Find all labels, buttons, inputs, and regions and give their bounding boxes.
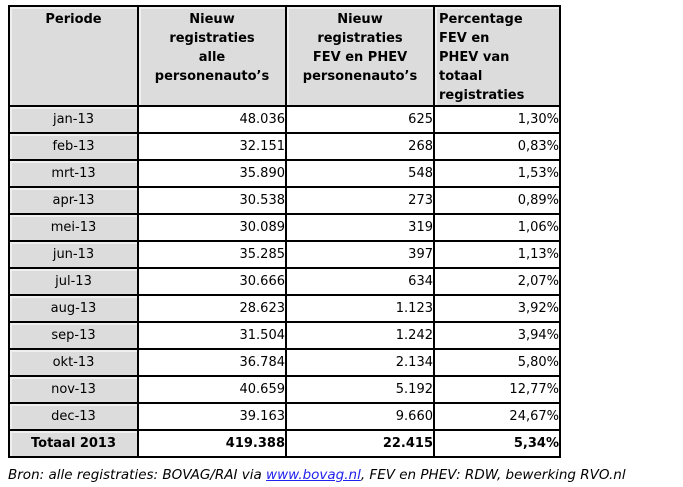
cell-value: 273 [285,186,435,215]
table-row: dec-13 39.163 9.660 24,67% [8,402,561,431]
cell-value: 2,07% [433,267,561,296]
cell-periode: dec-13 [8,402,139,431]
registrations-table: Periode Nieuw registraties alle personen… [8,5,561,458]
cell-value: 30.089 [137,213,287,242]
cell-value: 625 [285,105,435,134]
cell-periode: jan-13 [8,105,139,134]
cell-value: 35.890 [137,159,287,188]
cell-value: 30.666 [137,267,287,296]
cell-value: 40.659 [137,375,287,404]
header-periode: Periode [8,5,139,107]
table-row: mei-13 30.089 319 1,06% [8,213,561,242]
cell-value: 5.192 [285,375,435,404]
cell-value: 2.134 [285,348,435,377]
header-new-registrations-fev-phev: Nieuw registraties FEV en PHEV personena… [285,5,435,107]
table-row: mrt-13 35.890 548 1,53% [8,159,561,188]
cell-periode: aug-13 [8,294,139,323]
cell-value: 1,53% [433,159,561,188]
table-row: jun-13 35.285 397 1,13% [8,240,561,269]
cell-value: 36.784 [137,348,287,377]
cell-value: 3,94% [433,321,561,350]
cell-value: 548 [285,159,435,188]
cell-value: 5,80% [433,348,561,377]
cell-value: 397 [285,240,435,269]
header-row: Periode Nieuw registraties alle personen… [8,5,561,107]
cell-value: 634 [285,267,435,296]
table-row: okt-13 36.784 2.134 5,80% [8,348,561,377]
cell-value: 1.123 [285,294,435,323]
table-row: jul-13 30.666 634 2,07% [8,267,561,296]
cell-periode: jun-13 [8,240,139,269]
table-row: apr-13 30.538 273 0,89% [8,186,561,215]
cell-periode: jul-13 [8,267,139,296]
table-row: nov-13 40.659 5.192 12,77% [8,375,561,404]
table-row: feb-13 32.151 268 0,83% [8,132,561,161]
cell-value: 31.504 [137,321,287,350]
table-body: jan-13 48.036 625 1,30% feb-13 32.151 268 0,83%… [8,105,561,458]
cell-value: 0,89% [433,186,561,215]
cell-value: 0,83% [433,132,561,161]
table-row: jan-13 48.036 625 1,30% [8,105,561,134]
cell-periode: nov-13 [8,375,139,404]
cell-value: 39.163 [137,402,287,431]
cell-periode: mei-13 [8,213,139,242]
cell-value: 24,67% [433,402,561,431]
cell-value: 35.285 [137,240,287,269]
cell-periode: Totaal 2013 [8,429,139,458]
source-text-suffix: , FEV en PHEV: RDW, bewerking RVO.nl [360,467,626,483]
cell-value: 28.623 [137,294,287,323]
cell-value: 32.151 [137,132,287,161]
cell-periode: apr-13 [8,186,139,215]
cell-value: 30.538 [137,186,287,215]
header-new-registrations-all: Nieuw registraties alle personenauto’s [137,5,287,107]
source-note: Bron: alle registraties: BOVAG/RAI via w… [8,467,683,483]
cell-value: 1,30% [433,105,561,134]
table-row: aug-13 28.623 1.123 3,92% [8,294,561,323]
cell-periode: okt-13 [8,348,139,377]
cell-periode: feb-13 [8,132,139,161]
total-row: Totaal 2013 419.388 22.415 5,34% [8,429,561,458]
cell-value: 319 [285,213,435,242]
cell-periode: sep-13 [8,321,139,350]
bovag-link[interactable]: www.bovag.nl [266,467,361,483]
cell-value: 1,06% [433,213,561,242]
cell-value: 5,34% [433,429,561,458]
cell-value: 3,92% [433,294,561,323]
cell-value: 48.036 [137,105,287,134]
source-text-prefix: Bron: alle registraties: BOVAG/RAI via [8,467,267,483]
cell-value: 1,13% [433,240,561,269]
cell-periode: mrt-13 [8,159,139,188]
cell-value: 12,77% [433,375,561,404]
cell-value: 1.242 [285,321,435,350]
table-row: sep-13 31.504 1.242 3,94% [8,321,561,350]
cell-value: 22.415 [285,429,435,458]
header-percentage-fev-phev: Percentage FEV en PHEV van totaal regist… [433,5,561,107]
cell-value: 9.660 [285,402,435,431]
cell-value: 419.388 [137,429,287,458]
cell-value: 268 [285,132,435,161]
